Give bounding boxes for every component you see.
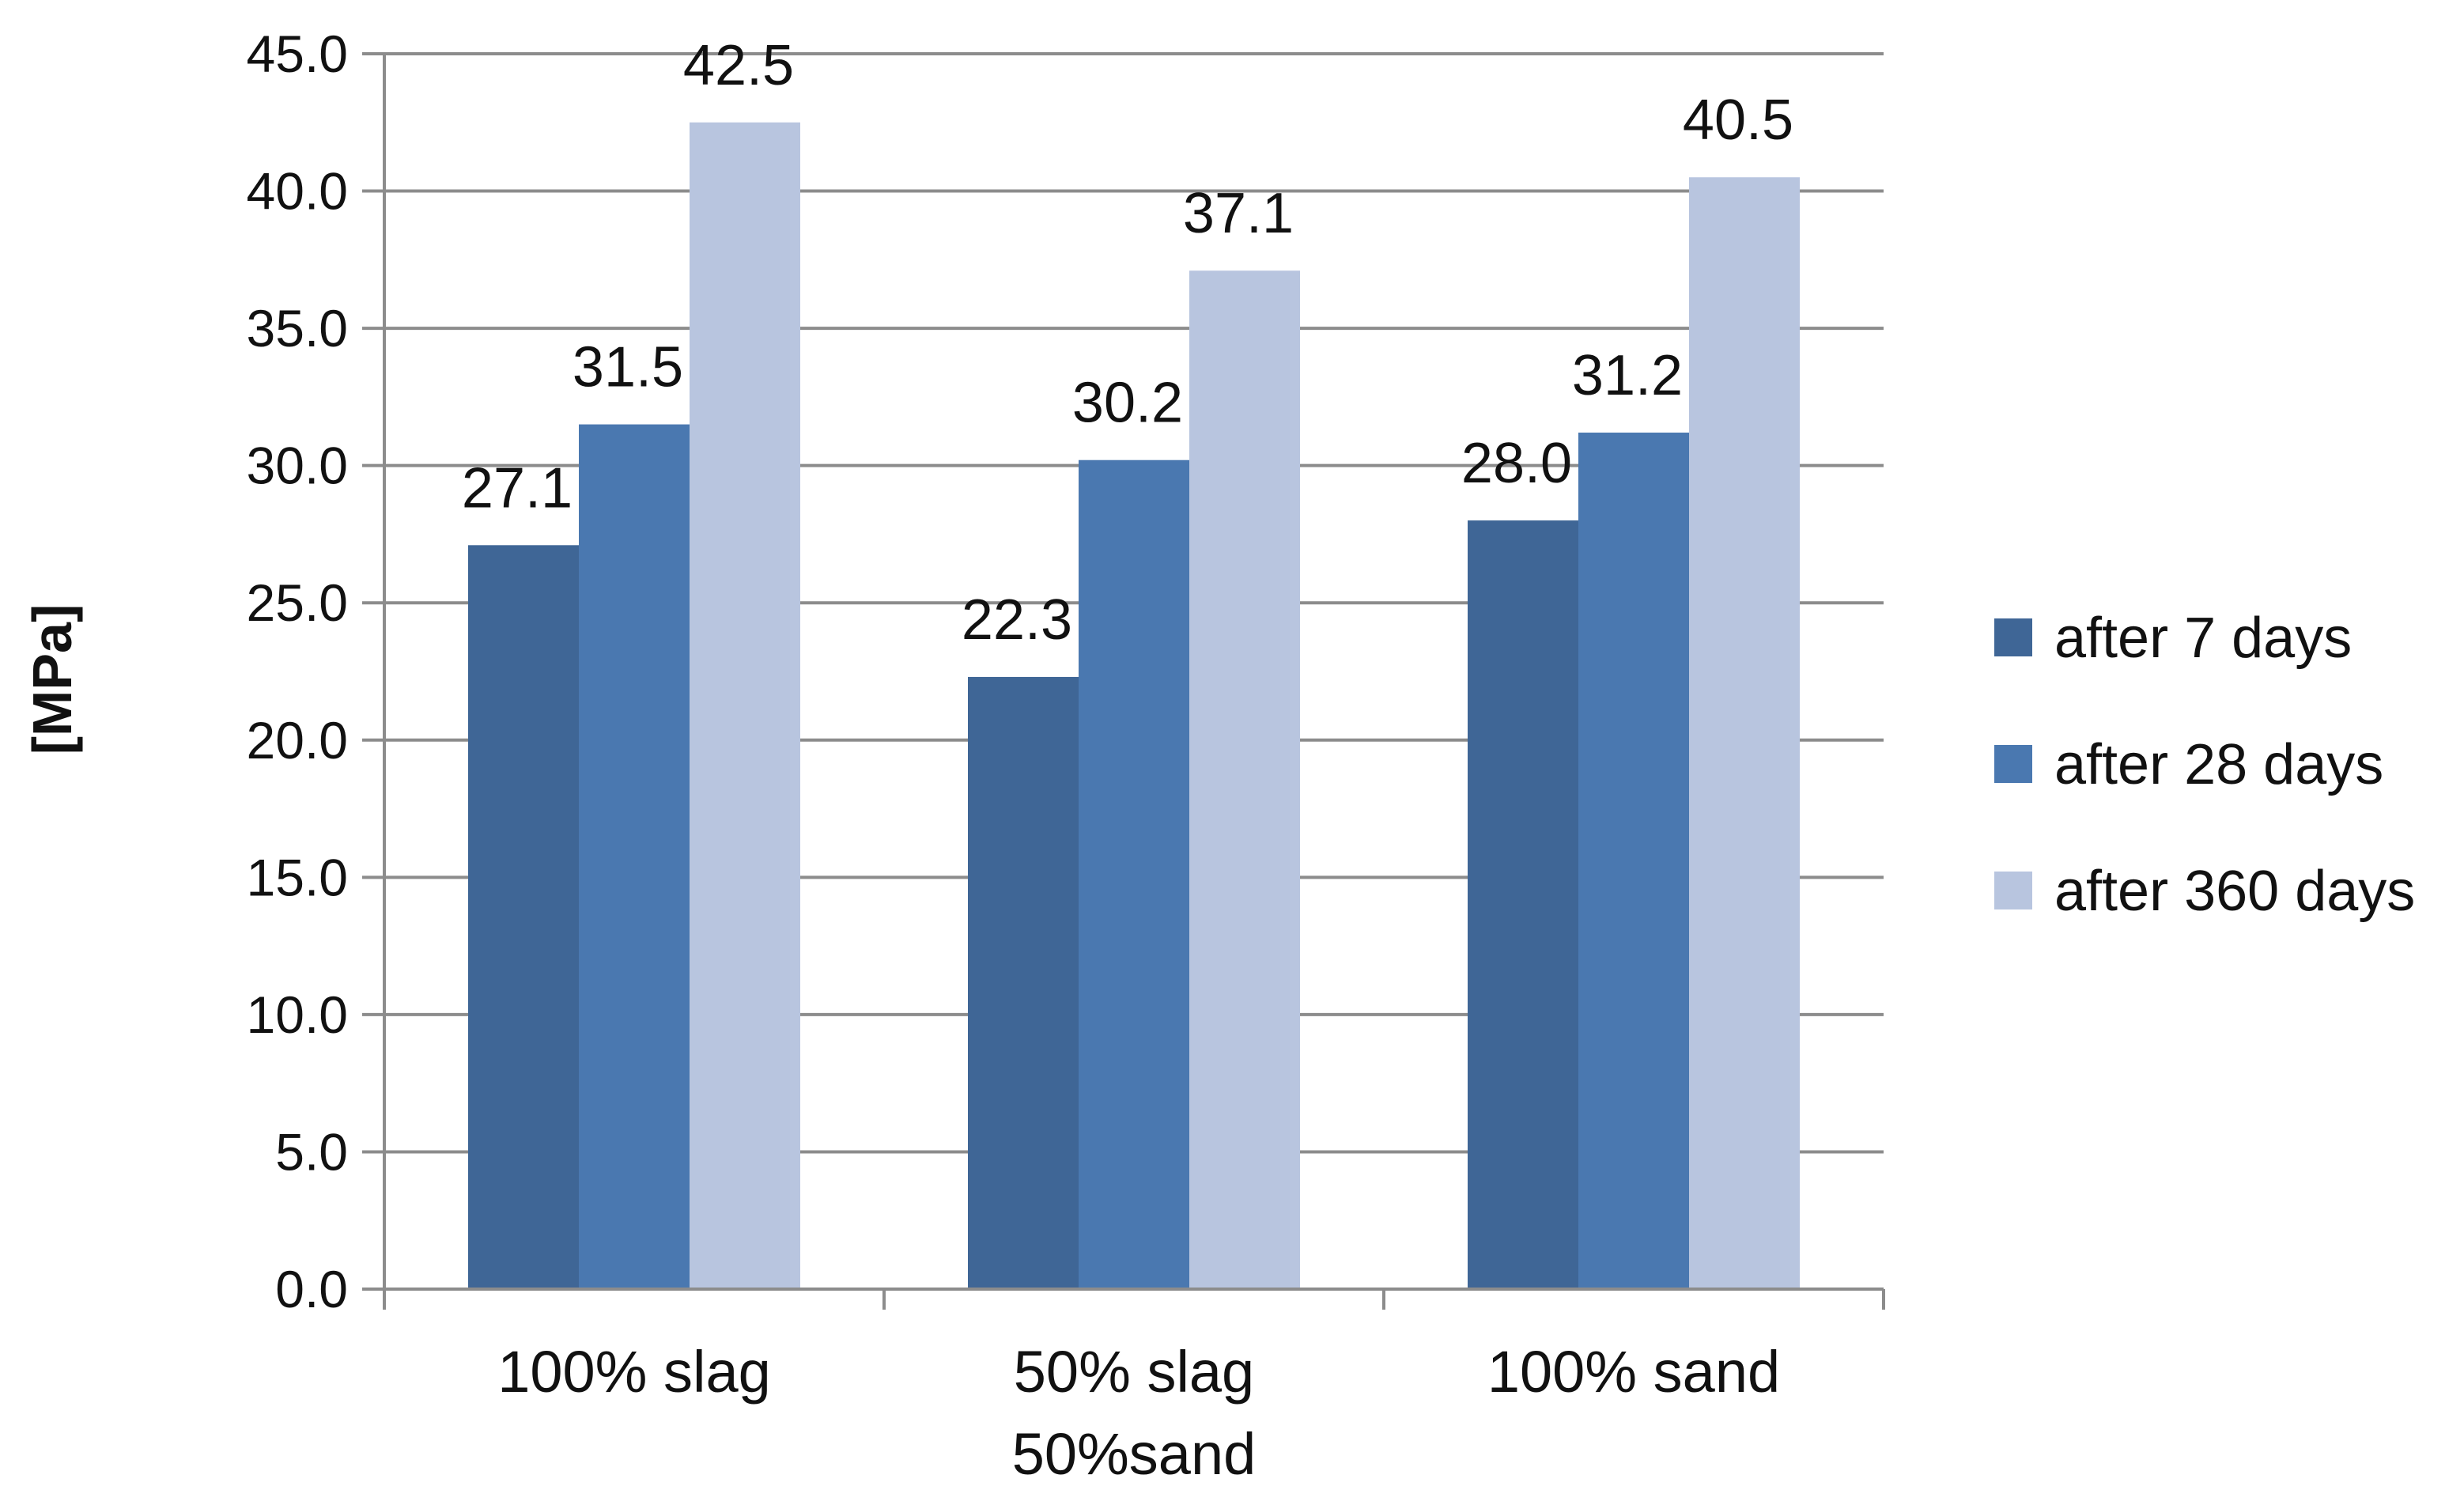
bar [690, 122, 800, 1289]
bar [1689, 177, 1800, 1290]
data-label: 40.5 [1683, 89, 1793, 152]
legend-swatch [1994, 872, 2032, 909]
bar [579, 424, 690, 1289]
y-tick-label: 45.0 [247, 25, 348, 83]
data-label: 22.3 [962, 588, 1072, 652]
data-labels: 27.131.5 42.5 22.3 30.2 37.1 28.031.2 40.5 [462, 34, 1793, 652]
bar [1578, 433, 1689, 1289]
data-label: 37.1 [1183, 182, 1294, 245]
y-tick-label: 40.0 [247, 162, 348, 221]
data-label: 31.5 [573, 336, 683, 399]
axes: 0.0 5.0 10.0 15.0 20.0 25.0 30.0 35.0 40.0 45.0 10… [247, 25, 1885, 1487]
legend-label: after 7 days [2054, 607, 2352, 670]
y-tick-label: 15.0 [247, 848, 348, 906]
bar [468, 545, 579, 1289]
bar [968, 676, 1079, 1289]
x-tick-label: 50% slag 50%sand [1012, 1339, 1257, 1487]
y-axis-title: [MPa] [21, 604, 83, 755]
data-label: 42.5 [683, 34, 794, 97]
y-tick-label: 0.0 [275, 1260, 348, 1318]
bar [1468, 520, 1578, 1289]
y-tick-label: 30.0 [247, 437, 348, 495]
legend-label: after 360 days [2054, 860, 2415, 923]
y-tick-label: 10.0 [247, 985, 348, 1044]
x-tick-label: 100% slag [497, 1339, 771, 1405]
y-tick-label: 5.0 [275, 1122, 348, 1181]
x-tick-label: 100% sand [1487, 1339, 1780, 1405]
data-label: 31.2 [1572, 344, 1683, 407]
y-tick-label: 25.0 [247, 573, 348, 632]
legend-swatch [1994, 745, 2032, 783]
y-tick-label: 20.0 [247, 711, 348, 770]
bars [468, 122, 1800, 1290]
legend-label: after 28 days [2054, 733, 2383, 796]
bar [1079, 459, 1189, 1290]
data-label: 30.2 [1072, 372, 1183, 435]
bar [1189, 270, 1300, 1289]
data-label: 27.1 [462, 456, 573, 520]
data-label: 28.0 [1461, 432, 1572, 495]
legend: after 7 days after 28 days after 360 days [1994, 607, 2415, 923]
legend-swatch [1994, 618, 2032, 656]
y-tick-label: 35.0 [247, 299, 348, 357]
